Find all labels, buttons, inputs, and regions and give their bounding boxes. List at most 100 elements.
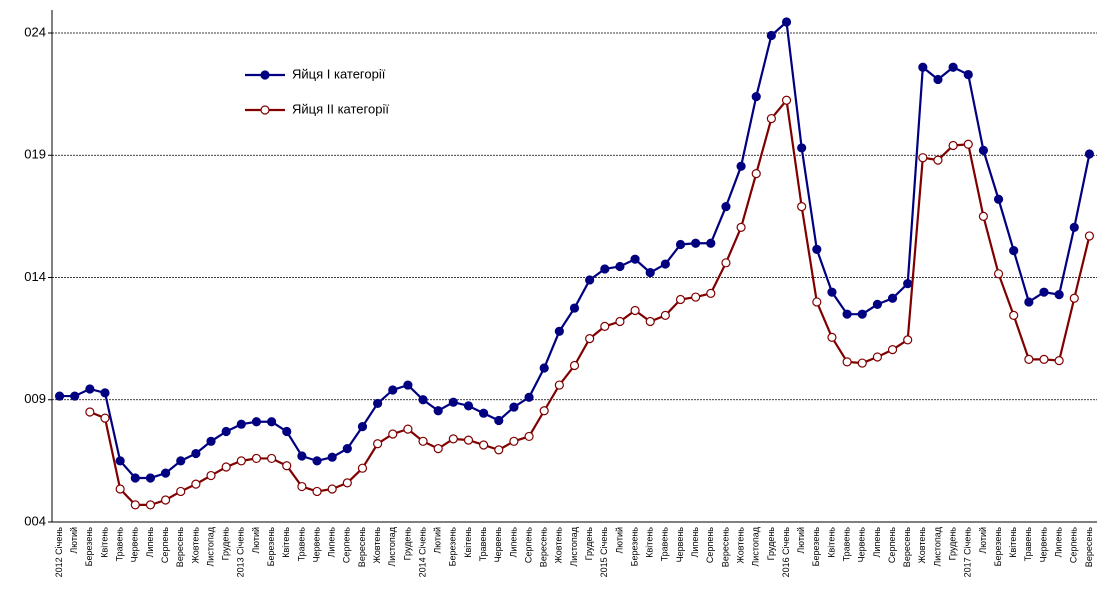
point [721,258,731,268]
x-tick-label: 2012 Січень [54,527,64,578]
point [191,448,201,459]
x-tick-label: Вересень [539,527,549,567]
point [691,292,701,302]
point [933,155,943,165]
point [236,456,246,466]
x-tick-label: Липень [690,527,700,558]
point [509,436,519,446]
point [600,321,610,331]
x-tick-label: Квітень [463,527,473,558]
point [357,422,368,432]
x-tick-label: Березень [84,527,94,567]
x-tick-label: 2013 Січень [236,527,246,578]
point [1069,222,1079,232]
x-tick-label: Вересень [720,527,730,567]
point [160,495,171,505]
x-tick-label: 2015 Січень [599,527,609,578]
point [569,360,580,371]
point [539,363,549,373]
point [70,391,80,401]
point [887,293,898,303]
point [1054,356,1064,366]
x-tick-label: Вересень [357,527,367,567]
point [100,388,110,398]
x-tick-label: Березень [811,527,821,567]
point [1009,310,1019,320]
x-tick-label: Листопад [751,526,761,566]
x-tick-label: Квітень [1008,527,1018,558]
point [675,239,686,250]
legend-marker [260,70,270,80]
point [221,462,231,472]
point [463,435,474,445]
point [176,486,186,497]
point [327,452,337,462]
point [675,294,686,305]
x-tick-label: Серпень [1069,527,1079,563]
x-tick-label: Травень [478,527,488,562]
x-tick-label: Квітень [281,527,291,558]
point [494,445,504,455]
point [600,264,610,274]
point [1084,231,1095,241]
point [842,309,852,319]
point [842,357,852,367]
point [1024,354,1034,365]
point [448,434,458,444]
x-tick-label: Листопад [205,526,215,566]
x-tick-label: Квітень [99,527,109,558]
x-tick-label: Лютий [251,527,261,554]
x-tick-label: Червень [857,527,867,563]
point [251,453,262,464]
x-tick-label: Листопад [569,526,579,566]
x-tick-label: Березень [629,527,639,567]
point [660,310,670,320]
point [206,436,216,446]
x-tick-label: Жовтень [372,527,382,564]
point [1054,290,1064,300]
x-tick-label: Грудень [221,527,231,561]
point [357,463,368,473]
x-tick-label: Червень [493,527,503,563]
x-tick-label: Серпень [342,527,352,563]
point [645,268,655,278]
point [463,401,474,411]
point [1009,246,1019,256]
point [130,473,140,483]
point [645,316,655,327]
x-tick-label: Грудень [947,527,957,561]
point [963,139,973,149]
point [342,478,352,488]
point [615,261,625,272]
point [236,419,246,429]
x-tick-label: Липень [145,527,155,558]
point [887,345,898,355]
x-tick-label: Травень [660,527,670,562]
point [691,238,701,248]
x-tick-label: Лютий [978,527,988,554]
point [766,113,776,124]
point [766,30,776,41]
x-tick-label: Червень [130,527,140,563]
point [827,332,837,343]
point [797,143,807,153]
series-line [59,19,1091,480]
point [615,316,625,327]
x-tick-label: Квітень [826,527,836,558]
point [872,352,882,362]
x-tick-label: Квітень [645,527,655,558]
point [115,484,125,494]
point [297,451,307,461]
point [539,406,549,416]
point [145,473,156,483]
point [267,417,277,427]
point [812,244,822,254]
point [857,358,867,368]
point [524,431,534,442]
point [933,74,943,85]
x-tick-label: Листопад [387,526,397,566]
x-tick-label: Травень [841,527,851,562]
point [327,484,337,494]
y-tick-label: 009 [24,391,46,406]
x-tick-label: Липень [327,527,337,558]
